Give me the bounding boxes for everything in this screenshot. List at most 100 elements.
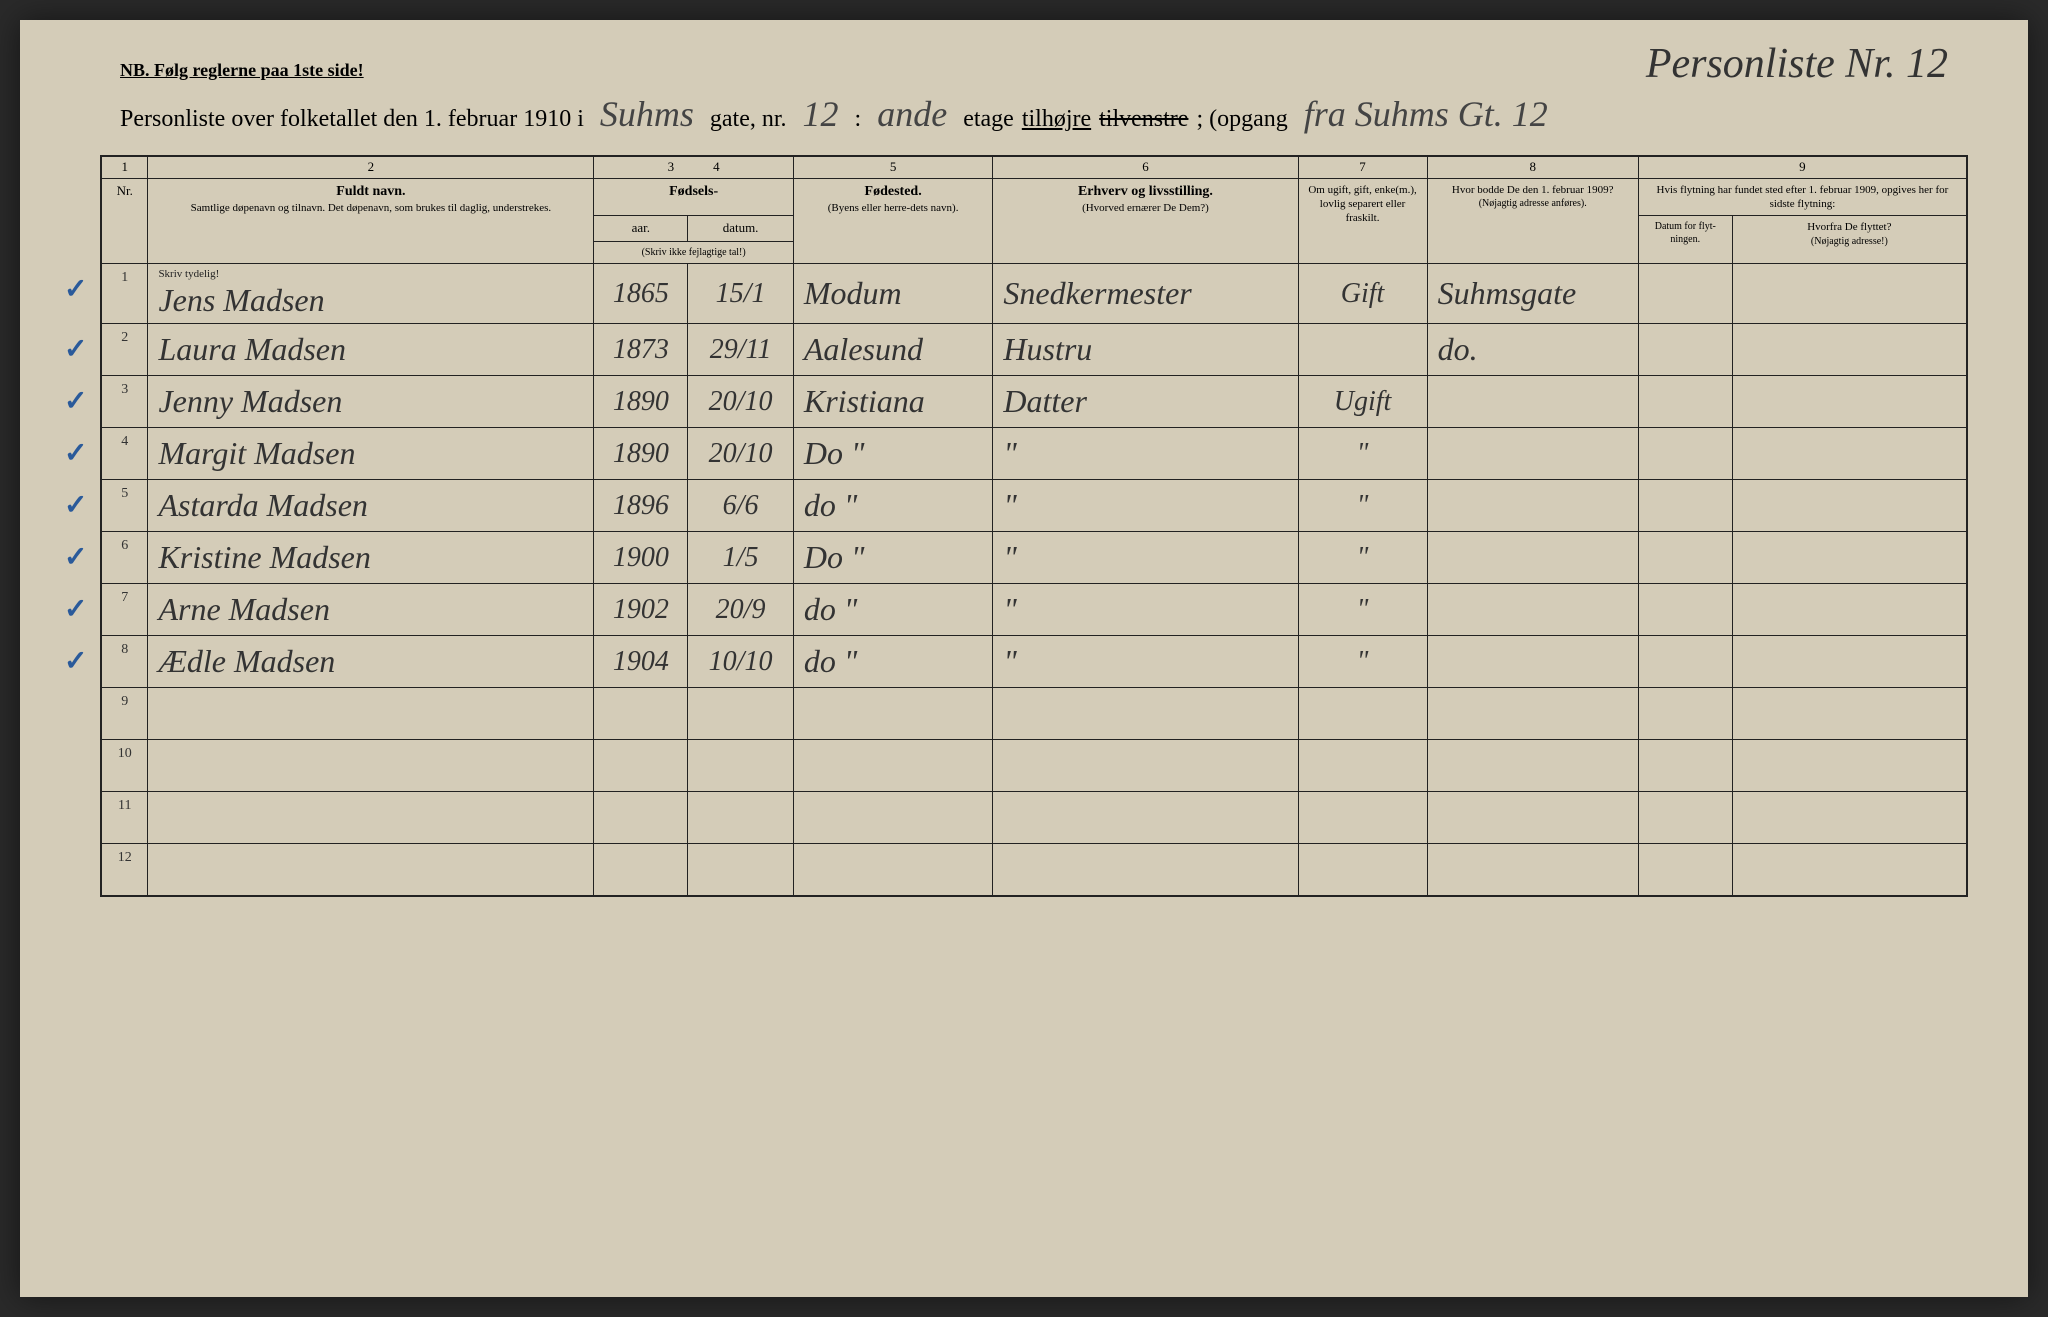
- occupation-cell: ": [993, 532, 1298, 584]
- birthplace-cell: [793, 844, 993, 896]
- header-nr: Nr.: [101, 178, 148, 263]
- occupation-cell: [993, 740, 1298, 792]
- table-header: 1 2 3 4 5 6 7 8 9 Nr. Fuldt navn. Samtli…: [101, 156, 1967, 264]
- header-name: Fuldt navn. Samtlige døpenavn og tilnavn…: [148, 178, 594, 263]
- name-cell: Jenny Madsen: [148, 376, 594, 428]
- prev-address-cell: [1427, 740, 1638, 792]
- birthplace-cell: Do ": [793, 428, 993, 480]
- birthplace-cell: Modum: [793, 264, 993, 324]
- move-from-cell: [1732, 792, 1967, 844]
- move-date-cell: [1638, 688, 1732, 740]
- title-prefix: Personliste over folketallet den 1. febr…: [120, 106, 584, 133]
- birth-date-cell: [688, 740, 794, 792]
- name-cell: Laura Madsen: [148, 324, 594, 376]
- move-date-cell: [1638, 428, 1732, 480]
- name-cell: [148, 688, 594, 740]
- name-cell: Skriv tydelig!Jens Madsen: [148, 264, 594, 324]
- table-body: 1✓Skriv tydelig!Jens Madsen186515/1Modum…: [101, 264, 1967, 896]
- birth-date-cell: 15/1: [688, 264, 794, 324]
- occupation-cell: [993, 792, 1298, 844]
- marital-cell: [1298, 740, 1427, 792]
- move-date-cell: [1638, 792, 1732, 844]
- birth-year-cell: 1873: [594, 324, 688, 376]
- col-num-34: 3 4: [594, 156, 793, 178]
- occupation-cell: [993, 688, 1298, 740]
- birth-year-cell: [594, 844, 688, 896]
- name-cell: Astarda Madsen: [148, 480, 594, 532]
- header-lastmove: Hvis flytning har fundet sted efter 1. f…: [1638, 178, 1967, 216]
- move-from-cell: [1732, 428, 1967, 480]
- move-date-cell: [1638, 844, 1732, 896]
- birthplace-cell: Do ": [793, 532, 993, 584]
- birth-year-cell: [594, 688, 688, 740]
- table-row: 10: [101, 740, 1967, 792]
- row-number: 12: [101, 844, 148, 896]
- row-number: 1✓: [101, 264, 148, 324]
- opgang-label: ; (opgang: [1196, 106, 1287, 133]
- title-line: Personliste over folketallet den 1. febr…: [120, 93, 1968, 135]
- marital-cell: ": [1298, 428, 1427, 480]
- birth-year-cell: 1902: [594, 584, 688, 636]
- marital-cell: ": [1298, 636, 1427, 688]
- birth-year-cell: 1890: [594, 376, 688, 428]
- row-number: 5✓: [101, 480, 148, 532]
- row-number: 2✓: [101, 324, 148, 376]
- table-row: 2✓Laura Madsen187329/11AalesundHustrudo.: [101, 324, 1967, 376]
- prev-address-cell: [1427, 844, 1638, 896]
- col-num-8: 8: [1427, 156, 1638, 178]
- move-date-cell: [1638, 532, 1732, 584]
- prev-address-cell: [1427, 532, 1638, 584]
- checkmark-icon: ✓: [64, 384, 87, 417]
- birthplace-cell: Kristiana: [793, 376, 993, 428]
- move-from-cell: [1732, 532, 1967, 584]
- birthplace-cell: [793, 688, 993, 740]
- move-from-cell: [1732, 740, 1967, 792]
- birthplace-cell: [793, 740, 993, 792]
- birth-date-cell: [688, 844, 794, 896]
- col-num-1: 1: [101, 156, 148, 178]
- birth-date-cell: 6/6: [688, 480, 794, 532]
- table-row: 8✓Ædle Madsen190410/10do """: [101, 636, 1967, 688]
- move-date-cell: [1638, 740, 1732, 792]
- prev-address-cell: [1427, 428, 1638, 480]
- marital-cell: Ugift: [1298, 376, 1427, 428]
- gate-nr-handwritten: 12: [795, 93, 847, 135]
- header-occupation: Erhverv og livsstilling. (Hvorved ernære…: [993, 178, 1298, 263]
- row-number: 8✓: [101, 636, 148, 688]
- col-num-6: 6: [993, 156, 1298, 178]
- census-table: 1 2 3 4 5 6 7 8 9 Nr. Fuldt navn. Samtli…: [100, 155, 1968, 897]
- prev-address-cell: [1427, 584, 1638, 636]
- header-prev-address: Hvor bodde De den 1. februar 1909? (Nøja…: [1427, 178, 1638, 263]
- occupation-cell: ": [993, 480, 1298, 532]
- tilvenstre-label: tilvenstre: [1099, 106, 1188, 133]
- birthplace-cell: do ": [793, 480, 993, 532]
- move-from-cell: [1732, 584, 1967, 636]
- occupation-cell: ": [993, 584, 1298, 636]
- header-birthplace: Fødested. (Byens eller herre-dets navn).: [793, 178, 993, 263]
- table-row: 9: [101, 688, 1967, 740]
- header-marital: Om ugift, gift, enke(m.), lovlig separer…: [1298, 178, 1427, 263]
- row-number: 9: [101, 688, 148, 740]
- move-date-cell: [1638, 324, 1732, 376]
- occupation-cell: [993, 844, 1298, 896]
- col-num-5: 5: [793, 156, 993, 178]
- move-date-cell: [1638, 480, 1732, 532]
- checkmark-icon: ✓: [64, 488, 87, 521]
- name-cell: Ædle Madsen: [148, 636, 594, 688]
- occupation-cell: ": [993, 636, 1298, 688]
- prev-address-cell: [1427, 480, 1638, 532]
- move-date-cell: [1638, 376, 1732, 428]
- move-from-cell: [1732, 636, 1967, 688]
- birth-date-cell: 20/10: [688, 428, 794, 480]
- birth-date-cell: 10/10: [688, 636, 794, 688]
- birth-year-cell: 1896: [594, 480, 688, 532]
- marital-cell: ": [1298, 480, 1427, 532]
- birth-year-cell: 1865: [594, 264, 688, 324]
- prev-address-cell: [1427, 792, 1638, 844]
- birth-year-cell: 1904: [594, 636, 688, 688]
- marital-cell: [1298, 324, 1427, 376]
- header-birth-year: aar.: [594, 216, 688, 242]
- prev-address-cell: [1427, 688, 1638, 740]
- birthplace-cell: do ": [793, 636, 993, 688]
- street-handwritten: Suhms: [592, 93, 702, 135]
